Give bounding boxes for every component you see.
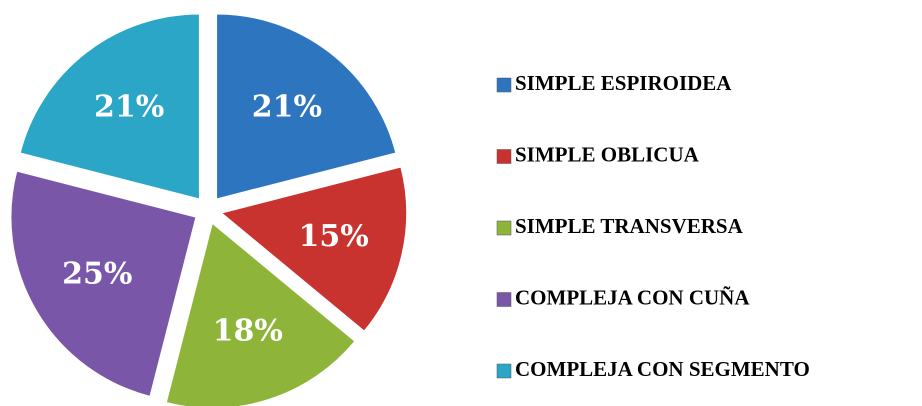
legend-label: SIMPLE TRANSVERSA — [515, 214, 744, 238]
pie-slice — [19, 13, 200, 200]
legend-label: SIMPLE ESPIROIDEA — [515, 71, 732, 95]
legend-swatch — [496, 363, 512, 379]
legend-label: COMPLEJA CON CUÑA — [515, 285, 750, 309]
legend-label: COMPLEJA CON SEGMENTO — [515, 357, 810, 381]
legend-swatch — [496, 77, 512, 93]
pie-slice — [220, 166, 408, 332]
value-label: 18% — [213, 313, 283, 348]
pie-slice — [10, 170, 197, 397]
pie-slice — [165, 222, 356, 406]
value-label: 25% — [62, 257, 132, 292]
value-label: 15% — [298, 219, 368, 254]
legend-swatch — [496, 292, 512, 307]
legend-label: SIMPLE OBLICUA — [515, 142, 700, 166]
pie-slice — [216, 13, 397, 200]
value-label: 21% — [252, 89, 322, 124]
legend-swatch — [496, 149, 512, 164]
value-label: 21% — [94, 89, 164, 124]
legend-swatch — [496, 220, 512, 236]
